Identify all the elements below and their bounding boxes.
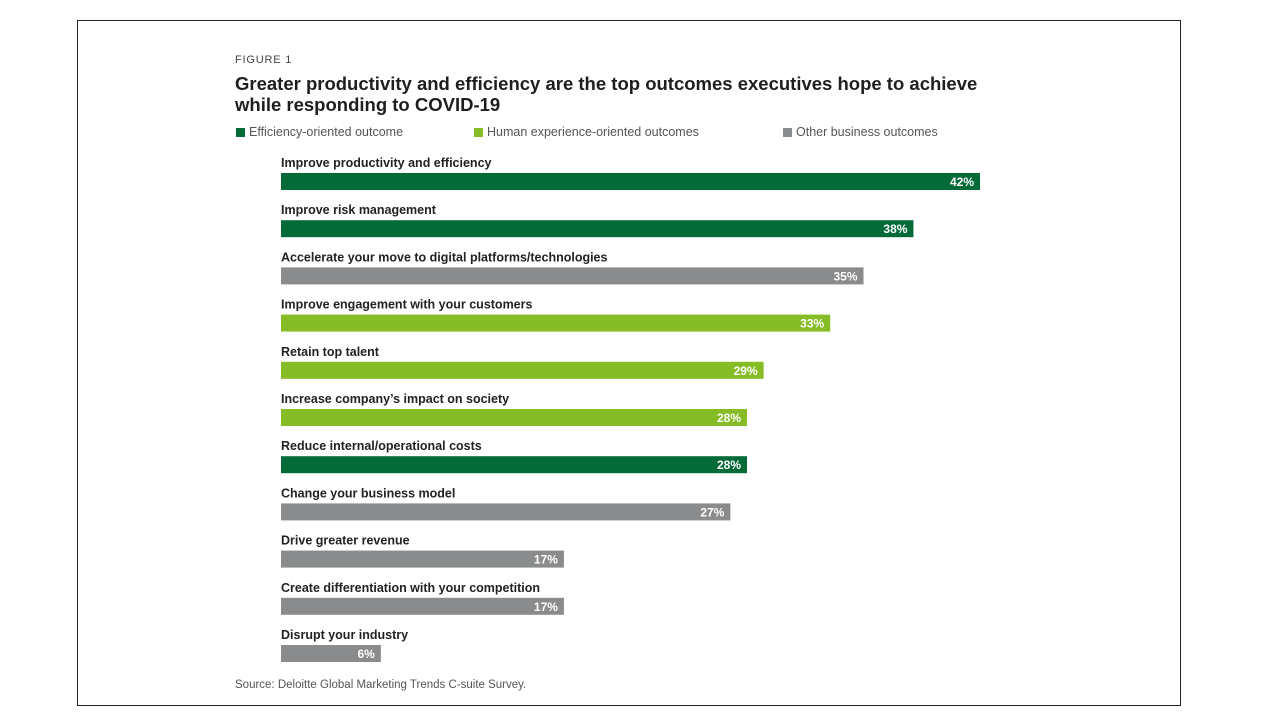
legend-swatch-human: [474, 127, 483, 137]
figure-label: FIGURE 1: [235, 54, 293, 66]
bar-value-label: 17%: [534, 553, 558, 567]
bar: [281, 409, 747, 426]
bar-value-label: 35%: [833, 269, 857, 283]
bar-value-label: 17%: [534, 600, 558, 614]
bar: [281, 597, 564, 615]
bar-row: Accelerate your move to digital platform…: [281, 250, 864, 285]
bar: [281, 503, 731, 521]
bar-row: Disrupt your industry 6%: [281, 628, 408, 662]
bar-value-label: 28%: [717, 411, 741, 425]
bar-row: Create differentiation with your competi…: [281, 581, 564, 615]
bar-value-label: 28%: [717, 458, 741, 472]
bar: [281, 173, 980, 190]
legend-label-efficiency: Efficiency-oriented outcome: [249, 125, 404, 139]
bar: [281, 361, 764, 379]
bar-value-label: 38%: [883, 222, 907, 236]
legend-label-human: Human experience-oriented outcomes: [487, 125, 699, 139]
legend-label-other: Other business outcomes: [796, 125, 938, 139]
bar-value-label: 29%: [734, 364, 758, 378]
category-label: Accelerate your move to digital platform…: [281, 250, 608, 264]
bar-row: Increase company’s impact on society 28%: [281, 392, 747, 426]
bar: [281, 267, 864, 285]
bar-row: Change your business model 27%: [281, 486, 731, 521]
bar-row: Retain top talent 29%: [281, 345, 764, 379]
category-label: Increase company’s impact on society: [281, 392, 509, 406]
figure-frame: [77, 20, 1181, 706]
bar-row: Drive greater revenue 17%: [281, 534, 564, 568]
bar-row: Improve productivity and efficiency 42%: [281, 156, 980, 190]
category-label: Create differentiation with your competi…: [281, 581, 540, 595]
category-label: Improve productivity and efficiency: [281, 156, 492, 170]
bar-row: Improve engagement with your customers 33…: [281, 298, 831, 332]
category-label: Reduce internal/operational costs: [281, 439, 482, 453]
bar: [281, 314, 831, 332]
chart-source: Source: Deloitte Global Marketing Trends…: [235, 679, 527, 691]
legend-item-efficiency: Efficiency-oriented outcome: [236, 125, 403, 139]
category-label: Improve risk management: [281, 203, 437, 217]
category-label: Change your business model: [281, 486, 455, 500]
category-label: Improve engagement with your customers: [281, 298, 532, 312]
category-label: Retain top talent: [281, 345, 380, 359]
bar-row: Improve risk management 38%: [281, 203, 914, 238]
legend-swatch-efficiency: [236, 127, 245, 137]
chart-title: Greater productivity and efficiency are …: [235, 73, 978, 115]
legend-swatch-other: [783, 127, 792, 137]
bar: [281, 220, 914, 238]
bar-row: Reduce internal/operational costs 28%: [281, 439, 747, 474]
category-label: Drive greater revenue: [281, 534, 410, 548]
bar: [281, 550, 564, 568]
legend-item-other: Other business outcomes: [783, 125, 938, 139]
legend-item-human: Human experience-oriented outcomes: [474, 125, 699, 139]
bar: [281, 645, 381, 662]
category-label: Disrupt your industry: [281, 628, 408, 642]
bar-value-label: 33%: [800, 317, 824, 331]
bar-value-label: 42%: [950, 175, 974, 189]
bar-value-label: 6%: [358, 647, 376, 661]
bar-value-label: 27%: [700, 505, 724, 519]
bar: [281, 456, 747, 474]
